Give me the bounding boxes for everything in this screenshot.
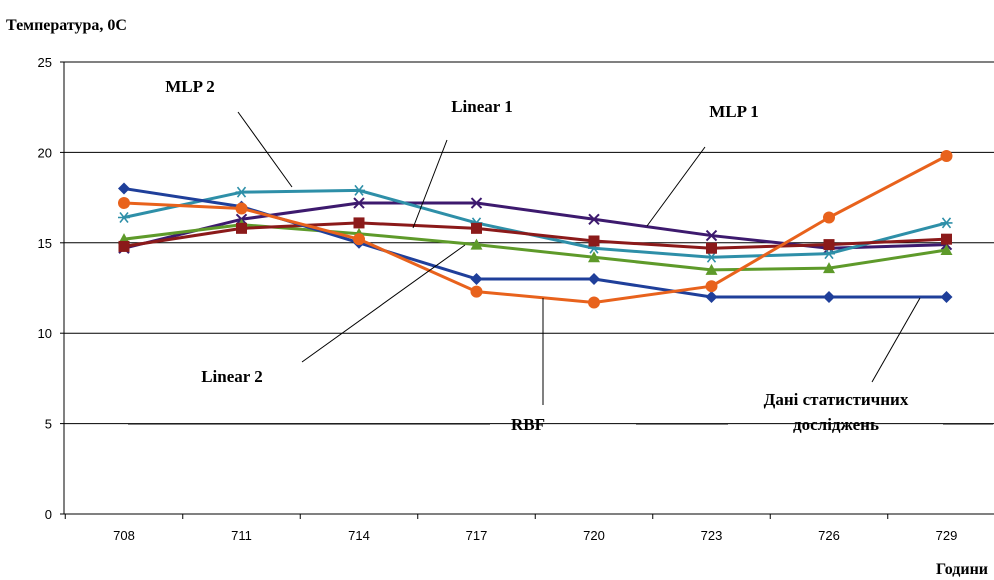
series-linear-1 bbox=[118, 217, 952, 254]
data-point bbox=[118, 211, 130, 223]
data-point bbox=[940, 291, 953, 304]
gridlines bbox=[60, 61, 994, 519]
data-point bbox=[235, 202, 248, 215]
data-point bbox=[470, 238, 483, 250]
data-point bbox=[940, 217, 953, 229]
y-tick-label: 15 bbox=[38, 236, 52, 251]
x-tick-label: 717 bbox=[466, 528, 488, 543]
annotation-label: досліджень bbox=[793, 415, 879, 434]
x-tick-label: 720 bbox=[583, 528, 605, 543]
data-point bbox=[588, 272, 600, 285]
data-point bbox=[941, 233, 952, 245]
data-point bbox=[470, 197, 483, 209]
data-point bbox=[823, 262, 835, 274]
annotation-label: Дані статистичних bbox=[764, 390, 909, 409]
x-tick-labels: 708 711 714 717 720 723 726 729 bbox=[113, 528, 957, 543]
annotation-label: MLP 1 bbox=[709, 102, 759, 121]
x-tick-label: 729 bbox=[936, 528, 958, 543]
y-tick-label: 10 bbox=[38, 326, 52, 341]
data-point bbox=[705, 251, 718, 263]
data-point bbox=[118, 182, 130, 195]
annotations: MLP 2 Linear 1 MLP 1 Linear 2 RBF Дані статис… bbox=[165, 77, 909, 434]
x-tick-label: 708 bbox=[113, 528, 135, 543]
annotation-label: Linear 2 bbox=[201, 367, 263, 386]
annotation-leader bbox=[237, 111, 293, 188]
annotation-leader bbox=[871, 297, 921, 383]
data-point bbox=[353, 217, 365, 229]
data-point bbox=[470, 285, 483, 298]
data-point bbox=[823, 248, 835, 260]
data-point bbox=[940, 244, 953, 256]
data-point bbox=[705, 280, 718, 293]
x-axis-label: Години bbox=[936, 561, 988, 578]
data-point bbox=[118, 240, 130, 252]
y-tick-label: 0 bbox=[45, 507, 52, 522]
data-point bbox=[588, 296, 600, 309]
data-point bbox=[235, 186, 248, 198]
data-point bbox=[823, 239, 835, 251]
series-rbf bbox=[118, 150, 953, 309]
annotation-leader bbox=[646, 146, 706, 227]
data-point bbox=[470, 272, 483, 285]
annotation-leaders bbox=[128, 111, 993, 425]
data-point bbox=[353, 233, 365, 246]
x-tick-label: 723 bbox=[701, 528, 723, 543]
x-tick-label: 711 bbox=[231, 528, 252, 543]
series-lines bbox=[118, 150, 953, 309]
series-line bbox=[123, 154, 948, 304]
data-point bbox=[706, 242, 717, 254]
y-tick-label: 25 bbox=[38, 55, 52, 70]
data-point bbox=[588, 213, 600, 226]
data-point bbox=[705, 291, 718, 304]
data-point bbox=[588, 251, 600, 263]
annotation-leader bbox=[412, 139, 448, 229]
annotation-leader bbox=[301, 244, 466, 363]
data-point bbox=[236, 222, 247, 234]
data-point bbox=[118, 197, 130, 210]
data-point bbox=[353, 184, 365, 196]
series-line bbox=[123, 221, 947, 250]
data-point bbox=[823, 291, 835, 304]
y-tick-labels: 0 5 10 15 20 25 bbox=[38, 55, 52, 522]
x-tick-label: 726 bbox=[818, 528, 840, 543]
data-point bbox=[705, 263, 718, 275]
data-point bbox=[588, 235, 600, 247]
data-point bbox=[353, 197, 365, 209]
data-point bbox=[471, 222, 482, 234]
data-point bbox=[823, 211, 835, 224]
x-tick-label: 714 bbox=[348, 528, 370, 543]
data-point bbox=[940, 150, 953, 163]
annotation-label: Linear 1 bbox=[451, 97, 513, 116]
y-axis-label: Температура, 0С bbox=[6, 17, 127, 34]
annotation-label: RBF bbox=[511, 415, 545, 434]
y-tick-label: 5 bbox=[45, 417, 52, 432]
annotation-label: MLP 2 bbox=[165, 77, 215, 96]
y-tick-label: 20 bbox=[38, 145, 52, 160]
data-point bbox=[705, 229, 718, 242]
